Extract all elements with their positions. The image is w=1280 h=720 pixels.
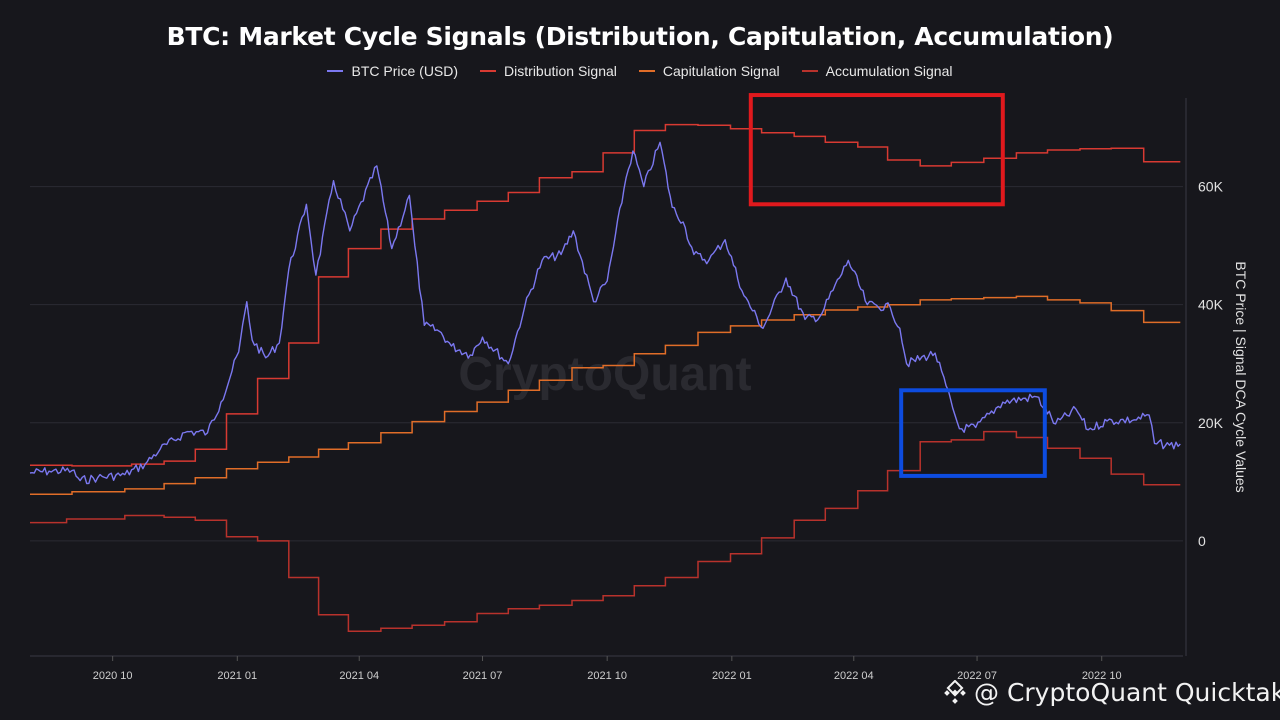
legend-item-accumulation[interactable]: Accumulation Signal (801, 63, 953, 79)
legend-swatch-accumulation (801, 70, 818, 72)
legend-item-capitulation[interactable]: Capitulation Signal (638, 63, 780, 79)
y-tick-label: 40K (1198, 297, 1224, 313)
x-tick-label: 2021 07 (463, 670, 503, 682)
legend-label-accumulation: Accumulation Signal (825, 63, 953, 79)
series-line-distribution-signal (30, 123, 1181, 467)
footer-credit: @ CryptoQuant Quicktak... (942, 678, 1280, 707)
legend-swatch-distribution (480, 70, 497, 72)
x-tick-label: 2021 04 (339, 670, 379, 682)
legend: BTC Price (USD) Distribution Signal Capi… (0, 63, 1280, 79)
legend-label-distribution: Distribution Signal (504, 63, 617, 79)
x-tick-label: 2022 10 (1082, 670, 1122, 682)
legend-item-distribution[interactable]: Distribution Signal (480, 63, 617, 79)
y-tick-label: 60K (1198, 179, 1224, 195)
watermark: CryptoQuant (458, 348, 751, 401)
y-tick-label: 20K (1198, 415, 1224, 431)
legend-swatch-capitulation (638, 70, 655, 72)
binance-square-icon (944, 679, 966, 704)
series-line-capitulation-signal (30, 295, 1181, 495)
footer-text: @ CryptoQuant Quicktak... (974, 678, 1280, 707)
x-tick-label: 2022 04 (834, 670, 874, 682)
legend-item-btc-price[interactable]: BTC Price (USD) (327, 63, 458, 79)
annotation-red-box (748, 93, 1005, 207)
legend-label-btc-price: BTC Price (USD) (351, 63, 459, 79)
x-tick-label: 2020 10 (93, 670, 133, 682)
chart-title: BTC: Market Cycle Signals (Distribution,… (166, 22, 1114, 51)
y-tick-label: 0 (1198, 533, 1206, 549)
legend-swatch-btc-price (327, 70, 344, 72)
x-tick-label: 2021 01 (217, 670, 257, 682)
x-tick-label: 2021 10 (587, 670, 627, 682)
series-line-btc-price (29, 141, 1181, 485)
y-axis-label: BTC Price | Signal DCA Cycle Values (1233, 261, 1249, 492)
legend-label-capitulation: Capitulation Signal (662, 63, 780, 79)
x-tick-label: 2022 01 (712, 670, 752, 682)
x-tick-label: 2022 07 (957, 670, 997, 682)
series-line-accumulation-signal (30, 430, 1181, 632)
annotation-blue-box (899, 388, 1047, 478)
